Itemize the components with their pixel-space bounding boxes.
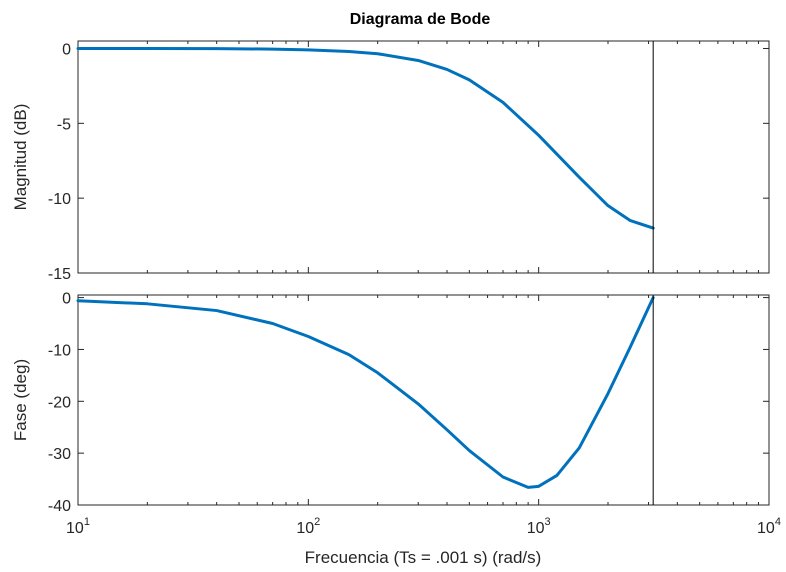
magnitude-axes-frame [77,40,770,274]
chart-title: Diagrama de Bode [350,11,491,28]
phase-y-tick-label: -10 [48,342,71,359]
x-axis-label: Frecuencia (Ts = .001 s) (rad/s) [305,548,542,567]
magnitude-series-line [76,46,655,230]
magnitude-y-axis-label: Magnitud (dB) [11,104,30,211]
phase-panel: 0 -10 -20 -30 -40 [48,291,770,515]
phase-y-tick-label: -20 [48,394,71,411]
phase-y-tick-label: -30 [48,446,71,463]
phase-axes-frame [77,294,770,506]
x-tick-labels: 101 102 103 104 [66,516,781,537]
x-tick-label: 101 [66,516,90,537]
phase-y-tick-label: -40 [48,498,71,515]
x-tick-label: 102 [296,516,320,537]
x-tick-label: 104 [757,516,781,537]
phase-series-line [76,296,655,489]
magnitude-y-tick-label: -10 [48,191,71,208]
x-tick-label: 103 [527,516,551,537]
magnitude-y-tick-label: -15 [48,266,71,283]
magnitude-y-tick-label: -5 [57,116,71,133]
magnitude-panel: 0 -5 -10 -15 [48,40,770,283]
phase-y-tick-label: 0 [62,291,71,308]
phase-y-axis-label: Fase (deg) [11,359,30,441]
magnitude-y-tick-label: 0 [62,41,71,58]
